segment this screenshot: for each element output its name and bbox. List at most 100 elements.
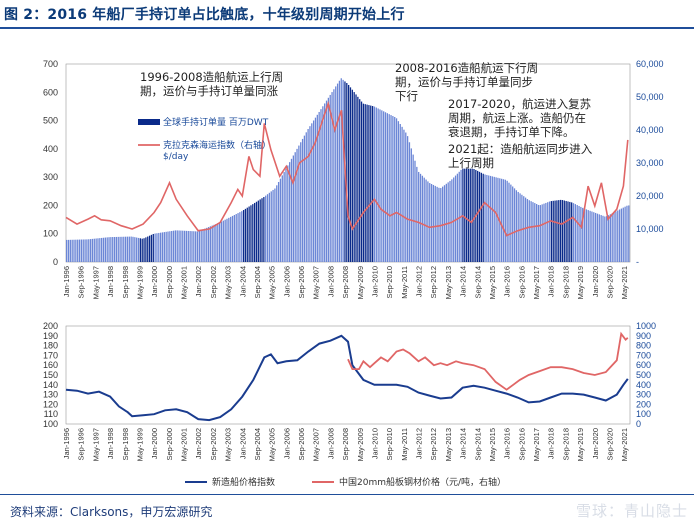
orderbook-bar	[537, 204, 540, 262]
orderbook-bar	[453, 177, 455, 262]
orderbook-bar	[618, 209, 621, 262]
orderbook-bar	[569, 201, 571, 262]
left-tick-label: 120	[43, 399, 58, 409]
orderbook-bar	[571, 202, 573, 262]
orderbook-bar	[115, 236, 118, 262]
orderbook-bar	[373, 106, 376, 262]
x-tick-label: Sep-2018	[561, 428, 570, 461]
x-tick-label: Jan-2004	[238, 266, 247, 297]
orderbook-bar	[198, 230, 200, 262]
orderbook-bar	[362, 103, 365, 262]
orderbook-bar	[123, 236, 125, 262]
orderbook-bar	[241, 211, 243, 262]
orderbook-bar	[524, 197, 527, 262]
orderbook-bar	[620, 208, 623, 262]
orderbook-bar	[423, 177, 425, 262]
x-tick-label: Sep-2004	[253, 266, 262, 299]
orderbook-bar	[397, 121, 400, 262]
orderbook-bar	[489, 175, 492, 262]
orderbook-bar	[556, 200, 558, 262]
orderbook-bar	[156, 233, 158, 262]
orderbook-bar	[311, 123, 313, 262]
watermark: 雪球：青山隐士	[575, 502, 688, 520]
orderbook-bar	[434, 185, 436, 262]
orderbook-bar	[346, 83, 348, 262]
right-tick-label: 100	[636, 409, 651, 419]
orderbook-bar	[200, 230, 202, 262]
x-tick-label: May-2013	[444, 266, 453, 299]
orderbook-bar	[465, 168, 468, 262]
x-tick-label: Jan-2018	[547, 428, 556, 459]
orderbook-bar	[148, 235, 151, 262]
orderbook-bar	[204, 228, 206, 262]
clarksea-index-line	[65, 100, 629, 237]
orderbook-bar	[224, 219, 226, 262]
x-tick-label: Jan-2008	[326, 428, 335, 459]
orderbook-bar	[436, 186, 438, 262]
orderbook-bar	[602, 215, 604, 262]
orderbook-bar	[565, 200, 567, 262]
left-tick-label: 160	[43, 360, 58, 370]
orderbook-bar	[502, 179, 505, 262]
orderbook-bar	[261, 198, 263, 262]
orderbook-bar	[84, 239, 86, 262]
orderbook-bar	[375, 107, 377, 263]
orderbook-bar	[265, 195, 267, 262]
orderbook-bar	[513, 188, 516, 262]
annotation-line: 衰退期，手持订单下降。	[448, 125, 575, 139]
annotation-line: 2017-2020，航运进入复苏	[448, 97, 591, 111]
orderbook-bar	[147, 236, 149, 262]
x-tick-label: Jan-2002	[194, 266, 203, 297]
x-tick-label: Sep-2006	[297, 428, 306, 461]
orderbook-bar	[252, 204, 254, 262]
orderbook-bar	[294, 152, 296, 262]
orderbook-bar	[521, 194, 523, 262]
annotation-line: 2008-2016造船航运下行周	[395, 61, 538, 75]
orderbook-bar	[263, 197, 265, 262]
left-tick-label: 300	[43, 172, 58, 182]
x-tick-label: Sep-2000	[165, 266, 174, 299]
x-tick-label: Sep-2020	[605, 266, 614, 299]
x-tick-label: Jan-2018	[547, 266, 556, 297]
orderbook-bar	[467, 168, 470, 262]
figure-title: 图 2：2016 年船厂手持订单占比触底，十年级别周期开始上行	[4, 7, 405, 23]
orderbook-bar	[255, 201, 258, 262]
x-tick-label: Jan-2008	[326, 266, 335, 297]
orderbook-bar	[237, 213, 239, 262]
x-tick-label: May-2009	[356, 428, 365, 461]
orderbook-bar	[395, 118, 398, 262]
orderbook-bar	[340, 78, 342, 262]
orderbook-bar	[69, 239, 71, 262]
orderbook-bar	[322, 106, 324, 262]
steel-plate-price-line	[347, 331, 629, 391]
orderbook-bar	[471, 168, 473, 262]
orderbook-bar	[266, 194, 269, 262]
orderbook-bar	[75, 239, 77, 262]
orderbook-bar	[606, 216, 608, 262]
orderbook-bar	[242, 210, 245, 262]
x-tick-label: May-1997	[91, 428, 100, 461]
left-tick-label: 600	[43, 87, 58, 97]
x-tick-label: Jan-2002	[194, 428, 203, 459]
orderbook-bar	[510, 184, 512, 262]
orderbook-bar	[259, 199, 261, 262]
x-tick-label: Jan-2012	[415, 428, 424, 459]
x-tick-label: May-2021	[620, 428, 629, 461]
orderbook-bar	[78, 239, 81, 262]
orderbook-bar	[591, 211, 593, 262]
orderbook-bar	[484, 174, 486, 262]
orderbook-bar	[589, 210, 591, 262]
orderbook-bar	[613, 212, 615, 262]
orderbook-bar	[185, 230, 188, 262]
orderbook-bar	[604, 216, 606, 262]
orderbook-bar	[301, 138, 304, 262]
orderbook-bar	[477, 170, 479, 262]
orderbook-bar	[119, 236, 121, 262]
x-tick-label: Sep-2010	[385, 428, 394, 461]
orderbook-bar	[272, 189, 274, 262]
orderbook-bar	[174, 230, 177, 262]
orderbook-bar	[102, 237, 105, 262]
orderbook-bar	[333, 89, 335, 262]
orderbook-bar	[117, 236, 119, 262]
orderbook-bar	[195, 231, 197, 262]
